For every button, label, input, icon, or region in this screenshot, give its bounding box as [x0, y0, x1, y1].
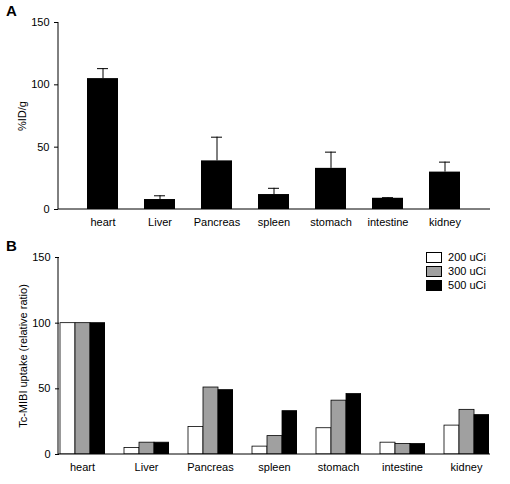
svg-text:%ID/g: %ID/g — [16, 101, 28, 131]
svg-text:50: 50 — [37, 141, 49, 153]
svg-text:heart: heart — [90, 216, 115, 228]
svg-text:50: 50 — [38, 382, 50, 394]
svg-text:Liver: Liver — [135, 461, 159, 473]
html-text:A: A — [6, 2, 17, 19]
svg-text:150: 150 — [32, 251, 50, 263]
svg-text:Pancreas: Pancreas — [187, 461, 234, 473]
svg-text:spleen: spleen — [258, 461, 290, 473]
svg-text:heart: heart — [70, 461, 95, 473]
svg-text:100: 100 — [32, 317, 50, 329]
html-text:500 uCi: 500 uCi — [448, 279, 486, 291]
svg-text:Liver: Liver — [148, 216, 172, 228]
svg-text:150: 150 — [31, 16, 49, 28]
svg-text:100: 100 — [31, 78, 49, 90]
svg-text:intestine: intestine — [382, 461, 423, 473]
svg-text:spleen: spleen — [258, 216, 290, 228]
html-text:200 uCi: 200 uCi — [448, 251, 486, 263]
svg-text:stomach: stomach — [310, 216, 352, 228]
svg-text:stomach: stomach — [318, 461, 360, 473]
svg-text:kidney: kidney — [451, 461, 483, 473]
html-text:B: B — [6, 237, 17, 254]
svg-text:Pancreas: Pancreas — [194, 216, 241, 228]
svg-text:intestine: intestine — [368, 216, 409, 228]
svg-text:Tc-MIBI uptake (relative ratio: Tc-MIBI uptake (relative ratio) — [17, 284, 29, 428]
svg-text:0: 0 — [43, 203, 49, 215]
html-text:300 uCi: 300 uCi — [448, 265, 486, 277]
svg-text:kidney: kidney — [429, 216, 461, 228]
svg-text:0: 0 — [44, 448, 50, 460]
